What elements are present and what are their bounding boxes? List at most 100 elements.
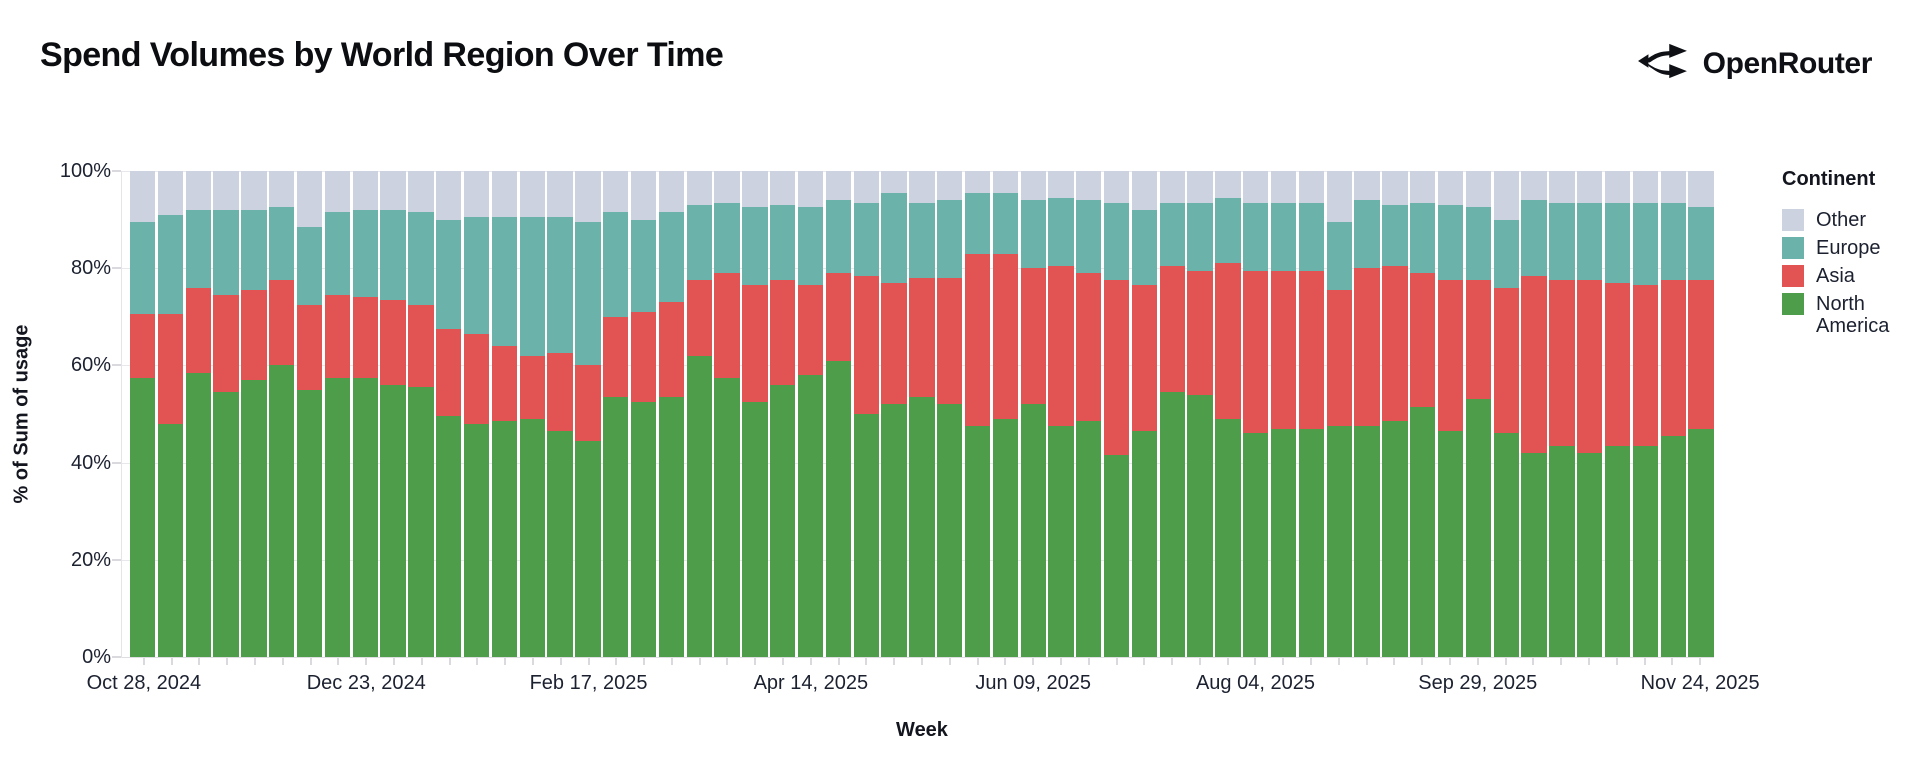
bar-segment-asia[interactable] — [658, 302, 685, 397]
bar-segment-asia[interactable] — [1243, 270, 1269, 434]
bar-segment-asia[interactable] — [436, 328, 462, 417]
bar-segment-other[interactable] — [185, 171, 211, 210]
bar-segment-europe[interactable] — [213, 209, 239, 295]
bar-segment-europe[interactable] — [1382, 205, 1408, 266]
bar-segment-other[interactable] — [1632, 171, 1659, 203]
bar-segment-asia[interactable] — [157, 314, 184, 424]
bar-segment-europe[interactable] — [130, 222, 156, 315]
bar-segment-north_america[interactable] — [1465, 399, 1492, 657]
stacked-bar[interactable] — [1660, 171, 1686, 657]
bar-segment-other[interactable] — [714, 171, 740, 203]
bar-segment-europe[interactable] — [1549, 202, 1575, 281]
bar-segment-asia[interactable] — [1354, 268, 1380, 427]
stacked-bar[interactable] — [603, 171, 629, 657]
bar-segment-asia[interactable] — [1465, 280, 1492, 400]
bar-segment-north_america[interactable] — [992, 418, 1018, 657]
stacked-bar[interactable] — [213, 171, 239, 657]
bar-segment-asia[interactable] — [213, 294, 239, 393]
stacked-bar[interactable] — [853, 171, 879, 657]
bar-segment-europe[interactable] — [1131, 209, 1158, 286]
bar-segment-asia[interactable] — [1215, 263, 1241, 419]
stacked-bar[interactable] — [575, 171, 601, 657]
bar-segment-asia[interactable] — [1076, 273, 1102, 422]
bar-segment-other[interactable] — [937, 171, 963, 201]
bar-segment-other[interactable] — [1270, 171, 1297, 203]
bar-segment-asia[interactable] — [491, 345, 518, 422]
stacked-bar[interactable] — [909, 171, 935, 657]
bar-segment-asia[interactable] — [714, 273, 740, 378]
stacked-bar[interactable] — [408, 171, 434, 657]
bar-segment-other[interactable] — [1549, 171, 1575, 203]
bar-segment-other[interactable] — [853, 171, 879, 203]
bar-segment-europe[interactable] — [1020, 200, 1046, 269]
bar-segment-asia[interactable] — [881, 282, 907, 405]
bar-segment-asia[interactable] — [1326, 290, 1352, 427]
stacked-bar[interactable] — [1521, 171, 1547, 657]
legend-swatch-other[interactable] — [1782, 209, 1804, 231]
bar-segment-asia[interactable] — [797, 285, 824, 376]
stacked-bar[interactable] — [1103, 171, 1130, 657]
bar-segment-other[interactable] — [630, 171, 657, 220]
bar-segment-north_america[interactable] — [519, 418, 545, 657]
bar-segment-europe[interactable] — [686, 205, 712, 281]
bar-segment-north_america[interactable] — [1159, 392, 1185, 657]
stacked-bar[interactable] — [1159, 171, 1185, 657]
bar-segment-europe[interactable] — [1076, 200, 1102, 274]
bar-segment-asia[interactable] — [686, 280, 712, 356]
bar-segment-asia[interactable] — [603, 316, 629, 397]
bar-segment-north_america[interactable] — [1688, 428, 1714, 657]
bar-segment-other[interactable] — [1521, 171, 1547, 201]
bar-segment-north_america[interactable] — [1103, 455, 1130, 657]
stacked-bar[interactable] — [1326, 171, 1352, 657]
bar-segment-europe[interactable] — [157, 214, 184, 315]
bar-segment-north_america[interactable] — [1326, 426, 1352, 657]
stacked-bar[interactable] — [1410, 171, 1436, 657]
bar-segment-europe[interactable] — [714, 202, 740, 274]
bar-segment-asia[interactable] — [825, 273, 852, 361]
stacked-bar[interactable] — [1549, 171, 1575, 657]
bar-segment-asia[interactable] — [1020, 268, 1046, 405]
legend-swatch-europe[interactable] — [1782, 237, 1804, 259]
bar-segment-north_america[interactable] — [491, 421, 518, 657]
stacked-bar[interactable] — [1688, 171, 1714, 657]
bar-segment-north_america[interactable] — [1298, 428, 1325, 657]
bar-segment-north_america[interactable] — [1660, 435, 1686, 657]
bar-segment-north_america[interactable] — [1076, 421, 1102, 657]
bar-segment-asia[interactable] — [742, 285, 768, 402]
bar-segment-north_america[interactable] — [185, 372, 211, 657]
bar-segment-north_america[interactable] — [157, 423, 184, 657]
bar-segment-north_america[interactable] — [686, 355, 712, 657]
bar-segment-europe[interactable] — [463, 217, 490, 334]
bar-segment-north_america[interactable] — [1382, 421, 1408, 657]
stacked-bar[interactable] — [1604, 171, 1631, 657]
bar-segment-north_america[interactable] — [1521, 452, 1547, 657]
bar-segment-other[interactable] — [1354, 171, 1380, 201]
bar-segment-europe[interactable] — [770, 205, 796, 281]
bar-segment-other[interactable] — [992, 171, 1018, 193]
bar-segment-asia[interactable] — [380, 299, 406, 385]
bar-segment-asia[interactable] — [1688, 280, 1714, 429]
bar-segment-other[interactable] — [157, 171, 184, 215]
bar-segment-other[interactable] — [296, 171, 323, 227]
bar-segment-asia[interactable] — [1410, 273, 1436, 407]
stacked-bar[interactable] — [1270, 171, 1297, 657]
bar-segment-asia[interactable] — [1632, 285, 1659, 446]
bar-segment-europe[interactable] — [1632, 202, 1659, 286]
bar-segment-europe[interactable] — [1410, 202, 1436, 274]
bar-segment-asia[interactable] — [1270, 270, 1297, 429]
bar-segment-north_america[interactable] — [603, 397, 629, 657]
bar-segment-europe[interactable] — [1521, 200, 1547, 276]
bar-segment-other[interactable] — [269, 171, 295, 208]
bar-segment-north_america[interactable] — [797, 375, 824, 657]
bar-segment-other[interactable] — [770, 171, 796, 206]
bar-segment-other[interactable] — [1298, 171, 1325, 203]
bar-segment-other[interactable] — [909, 171, 935, 203]
bar-segment-other[interactable] — [742, 171, 768, 208]
legend-item-asia[interactable]: Asia — [1782, 265, 1916, 287]
bar-segment-other[interactable] — [575, 171, 601, 223]
stacked-bar[interactable] — [770, 171, 796, 657]
bar-segment-north_america[interactable] — [1270, 428, 1297, 657]
bar-segment-europe[interactable] — [1048, 197, 1074, 266]
bar-segment-asia[interactable] — [909, 277, 935, 397]
stacked-bar[interactable] — [185, 171, 211, 657]
